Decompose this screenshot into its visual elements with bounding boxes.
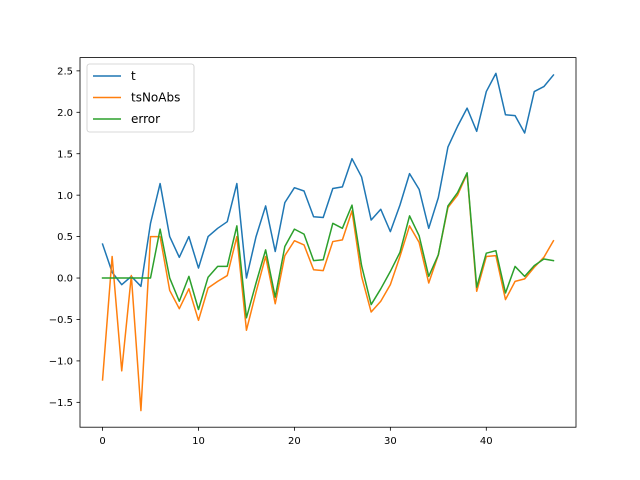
x-tick-label: 40 [480,436,493,447]
y-tick-label: 2.5 [57,66,73,77]
legend-label-error: error [131,112,160,126]
plot-lines [101,72,555,412]
x-tick-label: 0 [99,436,105,447]
y-tick-label: 0.5 [57,232,73,243]
plot-frame [79,57,577,428]
x-tick-label: 20 [288,436,301,447]
x-axis: 0 10 20 30 40 [99,427,493,447]
x-tick-label: 30 [384,436,397,447]
y-tick-label: 1.5 [57,149,73,160]
legend-box [86,63,195,133]
y-tick-label: −1.5 [49,398,73,409]
y-axis: −1.5 −1.0 −0.5 0.0 0.5 1.0 1.5 2.0 2.5 [49,66,80,409]
y-tick-label: −0.5 [49,315,73,326]
legend-label-tsNoAbs: tsNoAbs [131,91,180,105]
series-line-tsNoAbs [101,172,555,412]
y-tick-label: 0.0 [57,274,73,285]
y-tick-label: 1.0 [57,191,73,202]
y-tick-label: −1.0 [49,357,73,368]
x-tick-label: 10 [192,436,205,447]
y-tick-label: 2.0 [57,108,73,119]
series-line-t [101,72,555,288]
legend-label-t: t [131,69,136,83]
series-line-error [101,172,555,319]
legend: t tsNoAbs error [86,63,195,133]
